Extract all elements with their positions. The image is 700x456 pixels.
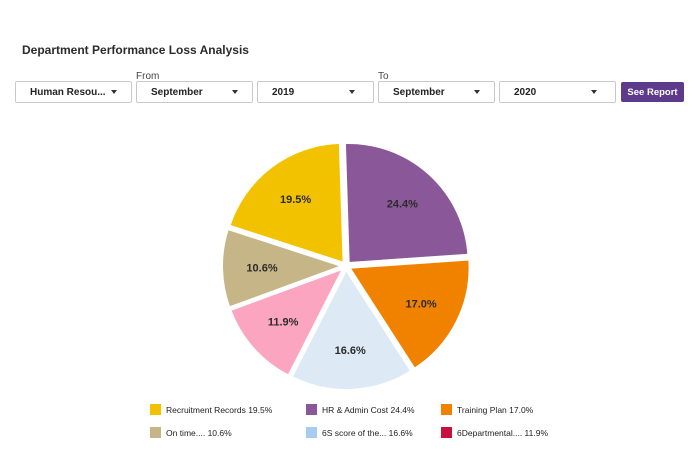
to-month-select[interactable]: September — [378, 81, 495, 103]
from-label: From — [136, 71, 160, 82]
to-year-value: 2020 — [514, 86, 537, 98]
data-label: 16.6% — [335, 345, 366, 357]
to-year-select[interactable]: 2020 — [499, 81, 616, 103]
pie-slice[interactable] — [228, 141, 345, 265]
legend-swatch — [441, 427, 452, 438]
from-year-value: 2019 — [272, 86, 295, 98]
legend-label: 6S score of the... 16.6% — [322, 427, 413, 438]
chevron-down-icon — [591, 90, 597, 94]
legend-item[interactable]: 6S score of the... 16.6% — [306, 427, 441, 438]
chevron-down-icon — [232, 90, 238, 94]
legend-swatch — [150, 427, 161, 438]
legend-item[interactable]: HR & Admin Cost 24.4% — [306, 404, 441, 415]
legend-label: 6Departmental.... 11.9% — [457, 427, 549, 438]
department-select-value: Human Resou... — [30, 86, 106, 98]
pie-slice[interactable] — [221, 227, 346, 309]
legend-swatch — [306, 404, 317, 415]
data-label: 11.9% — [268, 317, 299, 329]
from-month-value: September — [151, 86, 203, 98]
data-label: 17.0% — [405, 299, 436, 311]
pie-slice[interactable] — [229, 266, 346, 377]
chevron-down-icon — [349, 90, 355, 94]
chart-legend: Recruitment Records 19.5% HR & Admin Cost… — [150, 404, 620, 438]
from-year-select[interactable]: 2019 — [257, 81, 374, 103]
pie-chart: 19.5% 24.4% 17.0% 16.6% 11.9% 10.6% — [221, 141, 471, 391]
data-label: 10.6% — [246, 263, 277, 275]
legend-item[interactable]: Recruitment Records 19.5% — [150, 404, 306, 415]
page-title: Department Performance Loss Analysis — [22, 43, 249, 57]
chevron-down-icon — [111, 90, 117, 94]
legend-swatch — [150, 404, 161, 415]
from-month-select[interactable]: September — [136, 81, 253, 103]
legend-label: Recruitment Records 19.5% — [166, 404, 273, 415]
pie-slice[interactable] — [290, 267, 413, 391]
department-select[interactable]: Human Resou... — [15, 81, 132, 103]
pie-slice[interactable] — [343, 142, 470, 265]
legend-item[interactable]: On time.... 10.6% — [150, 427, 306, 438]
to-label: To — [378, 71, 389, 82]
chevron-down-icon — [474, 90, 480, 94]
legend-item[interactable]: 6Departmental.... 11.9% — [441, 427, 591, 438]
legend-label: On time.... 10.6% — [166, 427, 232, 438]
legend-swatch — [441, 404, 452, 415]
legend-item[interactable]: Training Plan 17.0% — [441, 404, 591, 415]
data-label: 24.4% — [387, 199, 418, 211]
pie-slice[interactable] — [347, 258, 471, 371]
legend-label: Training Plan 17.0% — [457, 404, 534, 415]
to-month-value: September — [393, 86, 445, 98]
data-label: 19.5% — [280, 194, 311, 206]
see-report-button[interactable]: See Report — [621, 82, 684, 102]
legend-label: HR & Admin Cost 24.4% — [322, 404, 415, 415]
legend-swatch — [306, 427, 317, 438]
